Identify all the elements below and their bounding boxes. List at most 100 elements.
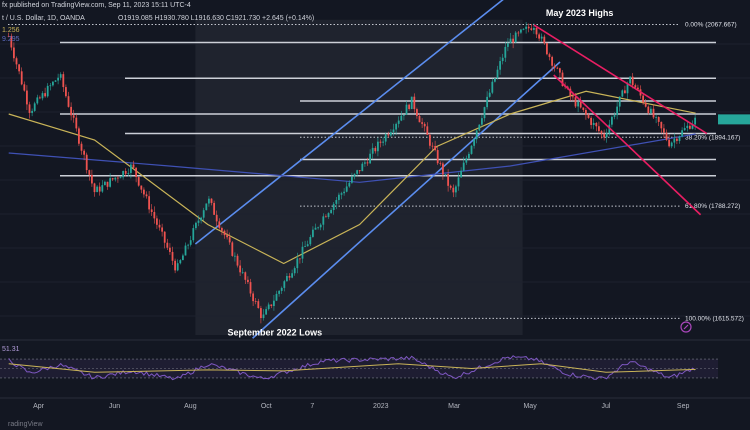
candle-body: [343, 191, 346, 194]
candle-body: [478, 124, 481, 131]
candle-body: [382, 141, 385, 143]
candle-body: [325, 216, 327, 218]
candle-body: [345, 186, 348, 192]
candle-body: [317, 227, 320, 229]
candle-body: [182, 255, 184, 261]
candle-body: [26, 90, 28, 105]
candle-body: [517, 32, 520, 34]
candle-body: [395, 123, 398, 130]
candle-body: [176, 263, 179, 271]
candle-body: [530, 28, 533, 30]
candle-body: [202, 210, 205, 218]
candle-body: [616, 106, 619, 116]
candle-body: [348, 182, 351, 187]
annotation-label: May 2023 Highs: [546, 8, 614, 18]
x-tick-label: Jul: [602, 403, 611, 410]
candle-body: [80, 143, 83, 151]
candle-body: [137, 177, 140, 186]
candle-body: [228, 237, 231, 243]
candle-body: [434, 145, 437, 151]
candle-body: [59, 74, 62, 78]
candle-body: [275, 293, 278, 301]
x-tick-label: Oct: [261, 403, 272, 410]
ma-fast-line: [8, 90, 696, 265]
candle-body: [306, 244, 309, 247]
candle-body: [598, 126, 600, 132]
candle-body: [514, 32, 517, 43]
candle-body: [85, 154, 88, 171]
candle-body: [340, 193, 343, 195]
candle-body: [364, 162, 366, 164]
candle-body: [187, 244, 190, 246]
candle-body: [600, 131, 603, 134]
candle-body: [621, 90, 624, 97]
candle-body: [582, 107, 585, 110]
candle-body: [174, 260, 177, 271]
candle-body: [299, 258, 301, 260]
candle-body: [592, 122, 595, 125]
candle-body: [184, 245, 187, 256]
rsi-signal-line: [8, 363, 696, 373]
candle-body: [559, 68, 561, 73]
candle-body: [390, 132, 392, 136]
candle-body: [538, 34, 541, 39]
candle-body: [7, 36, 10, 37]
candle-body: [676, 138, 678, 141]
candle-body: [312, 229, 314, 237]
x-axis: Apr Jun Aug Oct 7 2023 Mar May Jul Sep: [0, 397, 750, 410]
downtrend-line: [553, 74, 702, 216]
rsi-line: [8, 355, 696, 381]
candle-body: [637, 87, 639, 90]
x-tick-label: 7: [310, 403, 314, 410]
candle-body: [455, 186, 457, 193]
trendlines: [533, 24, 708, 216]
candle-body: [33, 103, 36, 111]
candle-body: [28, 104, 31, 113]
candle-body: [499, 61, 502, 70]
candle-body: [429, 134, 431, 146]
candle-body: [260, 308, 262, 319]
fibonacci-levels: 0.00% (2067.667) 38.20% (1894.167) 61.80% …: [8, 22, 744, 322]
candle-body: [88, 170, 91, 175]
candle-body: [114, 177, 117, 180]
channel-lower-line: [252, 61, 561, 339]
candle-body: [449, 185, 452, 188]
x-tick-label: Mar: [448, 403, 461, 410]
replay-icon[interactable]: [680, 321, 692, 333]
replay-icon-needle: [683, 324, 689, 330]
candle-body: [83, 150, 86, 155]
candle-body: [400, 115, 403, 121]
chart-shading: [195, 19, 523, 335]
moving-averages: [8, 90, 696, 265]
candle-body: [371, 147, 374, 154]
candle-body: [179, 260, 182, 264]
x-tick-label: Jun: [109, 403, 120, 410]
candle-body: [296, 258, 299, 269]
candle-body: [119, 177, 122, 179]
candle-body: [273, 300, 275, 307]
candle-body: [507, 43, 509, 47]
candle-body: [356, 170, 359, 174]
candle-body: [231, 242, 234, 256]
x-tick-label: 2023: [373, 403, 389, 410]
candle-body: [98, 186, 101, 192]
last-price-marker: [718, 114, 750, 125]
candle-body: [39, 97, 41, 99]
candle-body: [52, 81, 54, 86]
candle-body: [663, 128, 665, 133]
candle-body: [322, 216, 325, 225]
candle-body: [244, 272, 247, 280]
candle-body: [475, 130, 478, 140]
rsi-value-label: 51.31: [2, 346, 20, 353]
candle-body: [241, 272, 244, 274]
candle-body: [525, 26, 528, 29]
candle-body: [668, 139, 671, 147]
candle-body: [551, 56, 554, 66]
candle-body: [460, 170, 463, 178]
candle-body: [673, 138, 676, 143]
candle-body: [330, 210, 333, 214]
candle-body: [436, 150, 439, 164]
candle-body: [421, 122, 424, 124]
candle-body: [405, 104, 408, 115]
